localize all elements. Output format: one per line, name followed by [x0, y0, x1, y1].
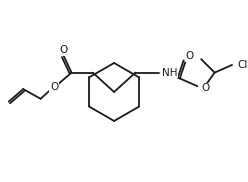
Text: NH: NH: [162, 68, 178, 78]
Text: O: O: [201, 83, 209, 93]
Text: O: O: [60, 45, 68, 55]
Text: O: O: [186, 51, 194, 61]
Text: Cl: Cl: [238, 60, 248, 70]
Text: O: O: [50, 82, 58, 92]
